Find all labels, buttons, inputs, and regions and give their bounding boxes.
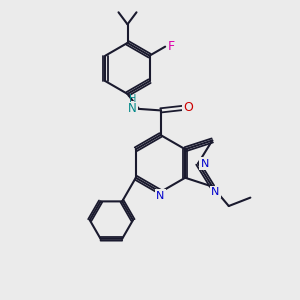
Text: N: N xyxy=(128,102,137,115)
Text: F: F xyxy=(168,40,175,53)
Text: N: N xyxy=(211,187,220,197)
Text: N: N xyxy=(156,190,165,201)
Text: N: N xyxy=(200,158,209,169)
Text: H: H xyxy=(129,94,136,104)
Text: O: O xyxy=(183,101,193,114)
